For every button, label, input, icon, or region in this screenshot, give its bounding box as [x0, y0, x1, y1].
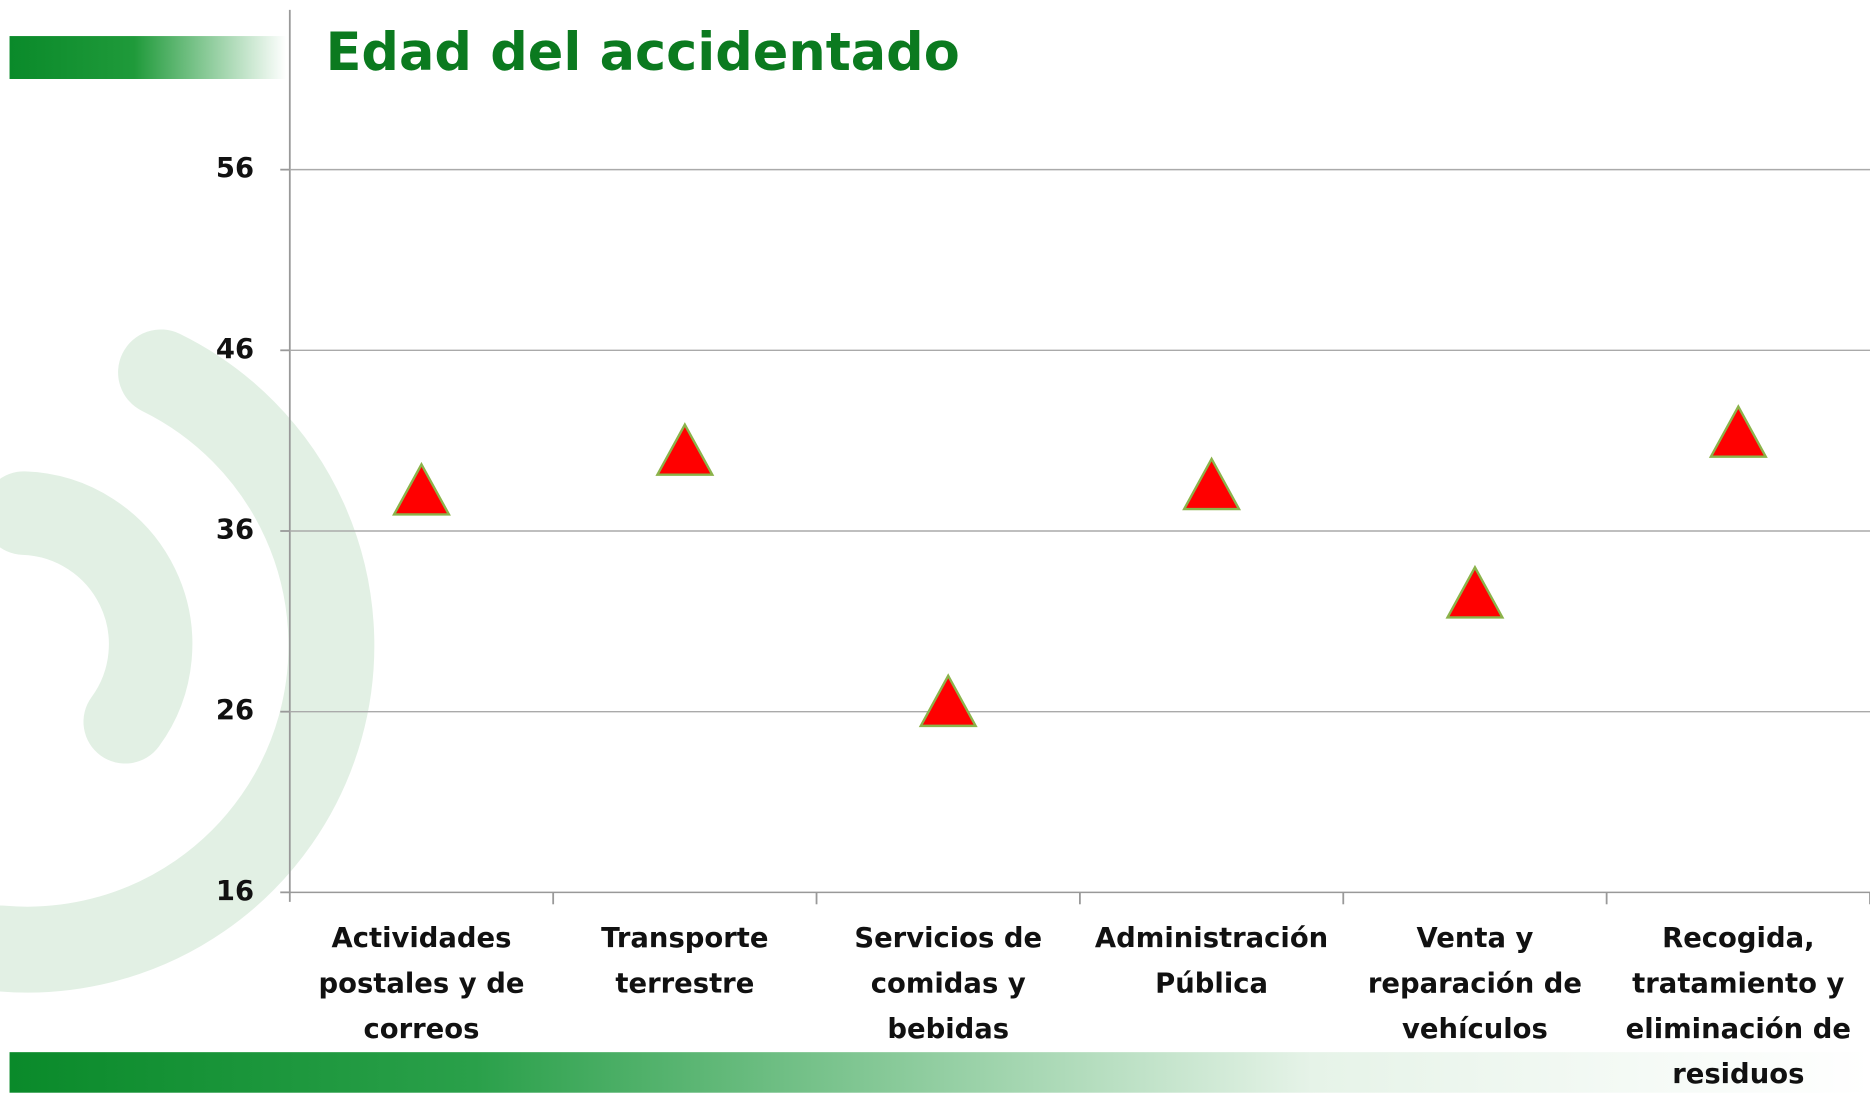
x-tick-label: Actividades postales y de correos [318, 923, 525, 1046]
x-tick-label-box: Recogida, tratamiento y eliminación de r… [1625, 923, 1851, 1091]
background-arcs [0, 329, 375, 993]
x-tick-label-box: Administración Pública [1094, 923, 1329, 1000]
x-tick-label-box: Venta y reparación de vehículos [1367, 923, 1583, 1046]
x-tick-label-box: Transporte terrestre [601, 923, 769, 1000]
y-tick-label: 36 [216, 514, 254, 545]
header-bar [9, 36, 287, 79]
chart-title: Edad del accidentado [326, 22, 960, 83]
x-tick-label: Recogida, tratamiento y eliminación de r… [1625, 923, 1851, 1091]
x-tick-label: Administración Pública [1094, 923, 1329, 1000]
x-tick-label: Transporte terrestre [601, 923, 769, 1000]
footer-bar [9, 1052, 1870, 1093]
marker [392, 461, 451, 516]
marker [1708, 404, 1768, 458]
y-tick-label: 26 [216, 695, 254, 726]
y-tick-label: 56 [216, 153, 254, 184]
x-tick-label-box: Actividades postales y de correos [318, 923, 525, 1046]
x-tick-label-box: Servicios de comidas y bebidas [854, 923, 1043, 1046]
x-tick-label: Venta y reparación de vehículos [1367, 923, 1583, 1046]
y-tick-label: 46 [216, 334, 254, 365]
marker [655, 422, 715, 476]
marker [918, 673, 978, 728]
marker [1445, 564, 1505, 619]
x-tick-label: Servicios de comidas y bebidas [854, 923, 1043, 1046]
marker [1182, 456, 1242, 511]
y-tick-label: 16 [216, 876, 254, 907]
